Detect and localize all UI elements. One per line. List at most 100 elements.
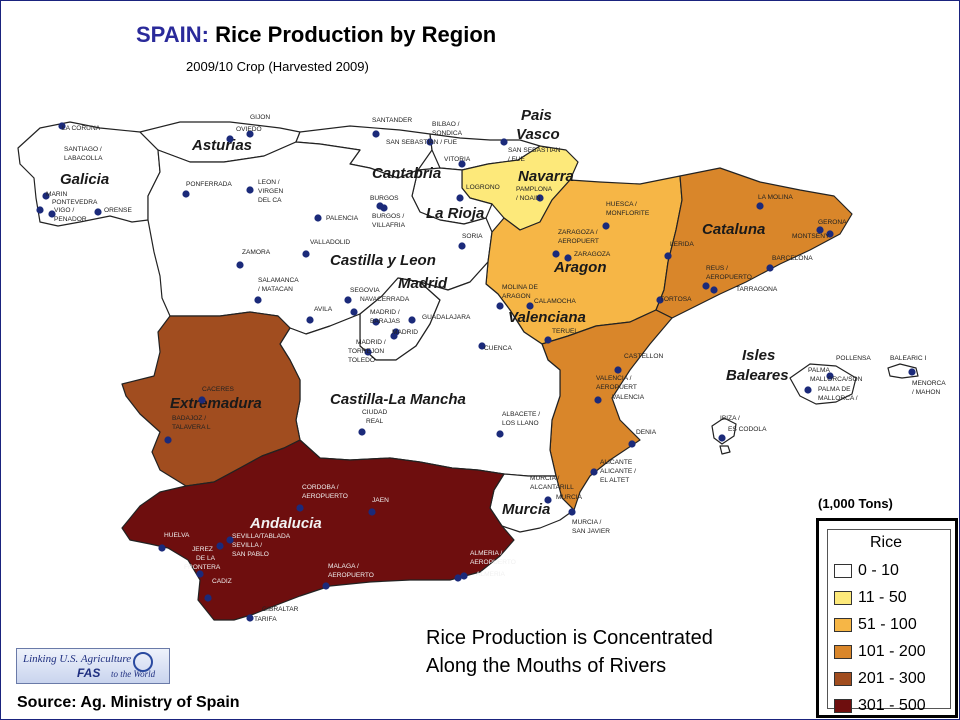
legend-title: Rice [870,534,903,551]
station-dot [390,332,398,340]
city-label: VALLADOLID [310,239,350,246]
city-label: ES CODOLA [728,426,767,433]
city-dots [36,122,916,622]
city-label: PENADOR [54,216,87,223]
label-galicia: Galicia [60,171,109,188]
station-dot [158,544,166,552]
city-label: SAN SEBASTIAN [508,147,561,154]
city-label: ALCANTARILL [530,484,574,491]
city-label: DENIA [636,429,657,436]
city-label: SEGOVIA [350,287,380,294]
title-text: Rice Production by Region [215,22,497,47]
city-label: CADIZ [212,578,232,585]
city-label: GIBRALTAR [262,606,299,613]
station-dot [196,570,204,578]
legend-swatch [834,564,852,578]
station-dot [204,594,212,602]
city-label: SANTIAGO / [64,146,102,153]
city-label: BARCELONA [772,255,813,262]
legend-units: (1,000 Tons) [818,496,893,511]
station-dot [590,468,598,476]
station-dot [322,582,330,590]
fas-logo: Linking U.S. Agriculture FAS to the Worl… [16,648,170,684]
city-label: TALAVERA L [172,424,211,431]
map-title: SPAIN: Rice Production by Region [136,22,496,48]
label-castilla-y-leon: Castilla y Leon [330,252,436,269]
city-label: TARIFA [254,616,277,623]
station-dot [380,204,388,212]
city-label: GUADALAJARA [422,314,471,321]
region-formentera [719,445,731,455]
city-label: SAN SEBASTIAN / FUE [386,139,458,146]
city-label: ZARAGOZA [574,251,611,258]
city-label: CUENCA [484,345,512,352]
station-dot [756,202,764,210]
station-dot [36,206,44,214]
station-dot [246,614,254,622]
station-dot [182,190,190,198]
station-dot [368,508,376,516]
region-galicia [17,121,161,227]
station-dot [804,386,812,394]
city-label: REAL [366,418,384,425]
legend-label: 0 - 10 [858,562,899,579]
map-note: Rice Production is Concentrated Along th… [426,624,713,680]
city-label: LA CORUNA [62,125,101,132]
city-label: SORIA [462,233,483,240]
city-label: AEROPUERTO [302,493,348,500]
city-label: AEROPUERTO [706,274,752,281]
city-label: HUELVA [164,532,190,539]
legend-label: 11 - 50 [858,589,907,606]
city-label: MADRID / [370,309,400,316]
station-dot [526,302,534,310]
label-cataluna: Cataluna [702,221,765,238]
city-label: AVILA [314,306,333,313]
city-label: JEREZ [192,546,213,553]
city-label: MADRID / [356,339,386,346]
city-label: DE LA [196,555,216,562]
spain-map: Pais Vasco Galicia Asturias Cantabria Na… [17,107,946,623]
city-label: HUESCA / [606,201,637,208]
city-label: BILBAO / [432,121,460,128]
city-label: SEVILLA/TABLADA [232,533,291,540]
station-dot [816,226,824,234]
city-label: BADAJOZ / [172,415,206,422]
label-madrid: Madrid [398,275,448,292]
label-extremadura: Extremadura [170,395,262,412]
station-dot [544,496,552,504]
station-dot [478,342,486,350]
city-label: LABACOLLA [64,155,103,162]
station-dot [496,430,504,438]
city-label: VALENCIA / [596,375,632,382]
station-dot [254,296,262,304]
station-dot [500,138,508,146]
city-label: SEVILLA / [232,542,262,549]
station-dot [42,192,50,200]
legend-label: 301 - 500 [858,697,926,714]
label-pais: Pais [521,107,552,124]
station-dot [372,130,380,138]
city-label: ALMERIA / [470,550,502,557]
city-label: BARAJAS [370,318,401,325]
city-label: GIJON [250,114,270,121]
city-label: PALENCIA [326,215,359,222]
city-label: SONDICA [432,130,463,137]
label-cantabria: Cantabria [372,165,441,182]
city-labels: LA CORUNA SANTIAGO / LABACOLLA MARIN PON… [46,114,946,623]
label-aragon: Aragon [553,259,607,276]
station-dot [458,160,466,168]
city-label: MURCIA [556,494,583,501]
city-label: POLLENSA [836,355,871,362]
region-mallorca [789,363,857,405]
city-label: VIGO / [54,207,74,214]
station-dot [564,254,572,262]
station-dot [826,230,834,238]
city-label: MALLORCA / [818,395,858,402]
city-label: MALAGA / [328,563,359,570]
logo-line-2: FAS [77,666,101,680]
note-line-2: Along the Mouths of Rivers [426,655,667,677]
city-label: BURGOS [370,195,399,202]
legend-swatch [834,645,852,659]
station-dot [216,542,224,550]
city-label: MALLORCA/SON [810,376,863,383]
